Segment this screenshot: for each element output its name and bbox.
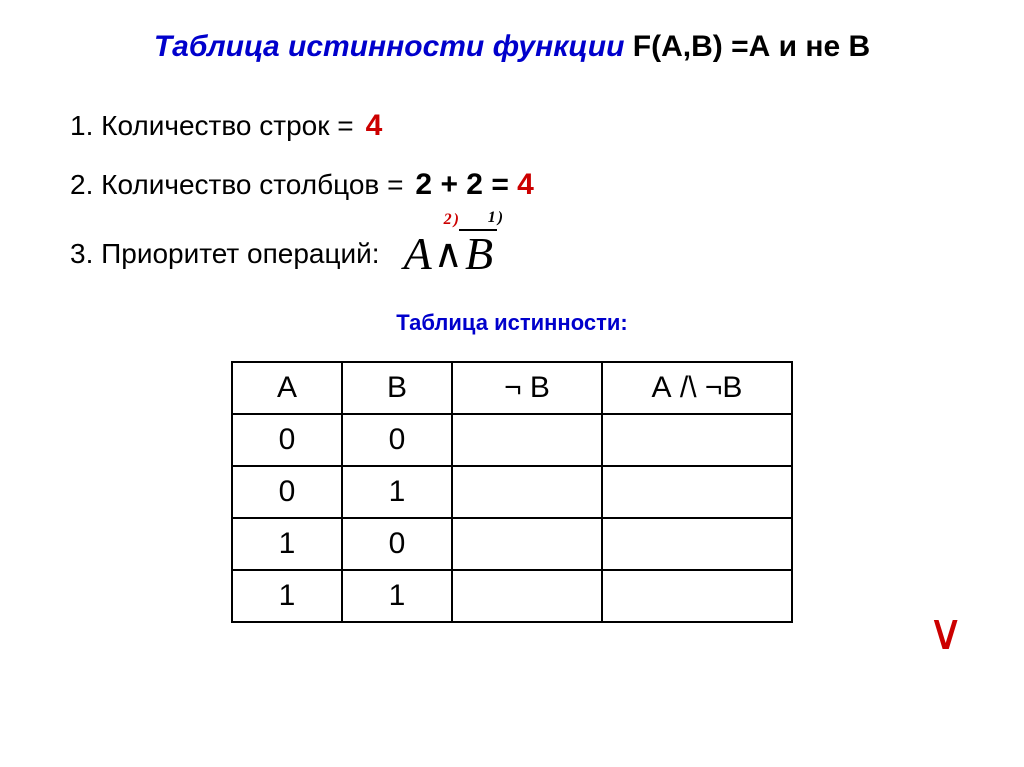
cell: 0 [342,518,452,570]
cell [602,466,792,518]
table-title: Таблица истинности: [70,310,954,336]
table-row: 0 0 [232,414,792,466]
line1-value: 4 [366,109,383,143]
line-rows: 1. Количество строк = 4 [70,109,954,143]
wedge-icon: ∧ [434,231,465,276]
cell [602,518,792,570]
title-italic: Таблица истинности функции [154,30,633,63]
formula-b: B [465,228,495,279]
cell: 0 [232,466,342,518]
formula-not-b: 1)B [465,227,495,280]
vee-icon: ∨ [927,607,964,657]
table-header-row: А В ¬ В А /\ ¬В [232,362,792,414]
cell [452,466,602,518]
cell [602,414,792,466]
line2-value: 2 + 2 = 4 [415,168,533,202]
truth-table: А В ¬ В А /\ ¬В 0 0 0 1 1 0 1 1 [231,361,793,623]
cell [452,570,602,622]
cell: 1 [342,466,452,518]
th-a-and-notb: А /\ ¬В [602,362,792,414]
table-row: 1 0 [232,518,792,570]
line2-black: 2 + 2 = [415,168,517,201]
table-row: 0 1 [232,466,792,518]
table-body: 0 0 0 1 1 0 1 1 [232,414,792,622]
cell [602,570,792,622]
title-formula: F(A,B) =А и не В [633,30,870,63]
cell: 0 [342,414,452,466]
line2-red: 4 [517,168,534,201]
formula-a: A [404,228,434,279]
line1-label: 1. Количество строк = [70,110,354,142]
th-notb: ¬ В [452,362,602,414]
cell: 1 [232,570,342,622]
cell: 0 [232,414,342,466]
line-priority: 3. Приоритет операций: 2) A∧1)B [70,227,954,280]
th-b: В [342,362,452,414]
cell [452,414,602,466]
cell [452,518,602,570]
line2-label: 2. Количество столбцов = [70,169,403,201]
priority-formula: 2) A∧1)B [404,227,496,280]
table-row: 1 1 [232,570,792,622]
line3-label: 3. Приоритет операций: [70,238,380,270]
anno-2: 2) [444,211,461,229]
cell: 1 [232,518,342,570]
anno-1: 1) [488,209,505,227]
th-a: А [232,362,342,414]
page-title: Таблица истинности функции F(A,B) =А и н… [70,30,954,64]
line-cols: 2. Количество столбцов = 2 + 2 = 4 [70,168,954,202]
cell: 1 [342,570,452,622]
